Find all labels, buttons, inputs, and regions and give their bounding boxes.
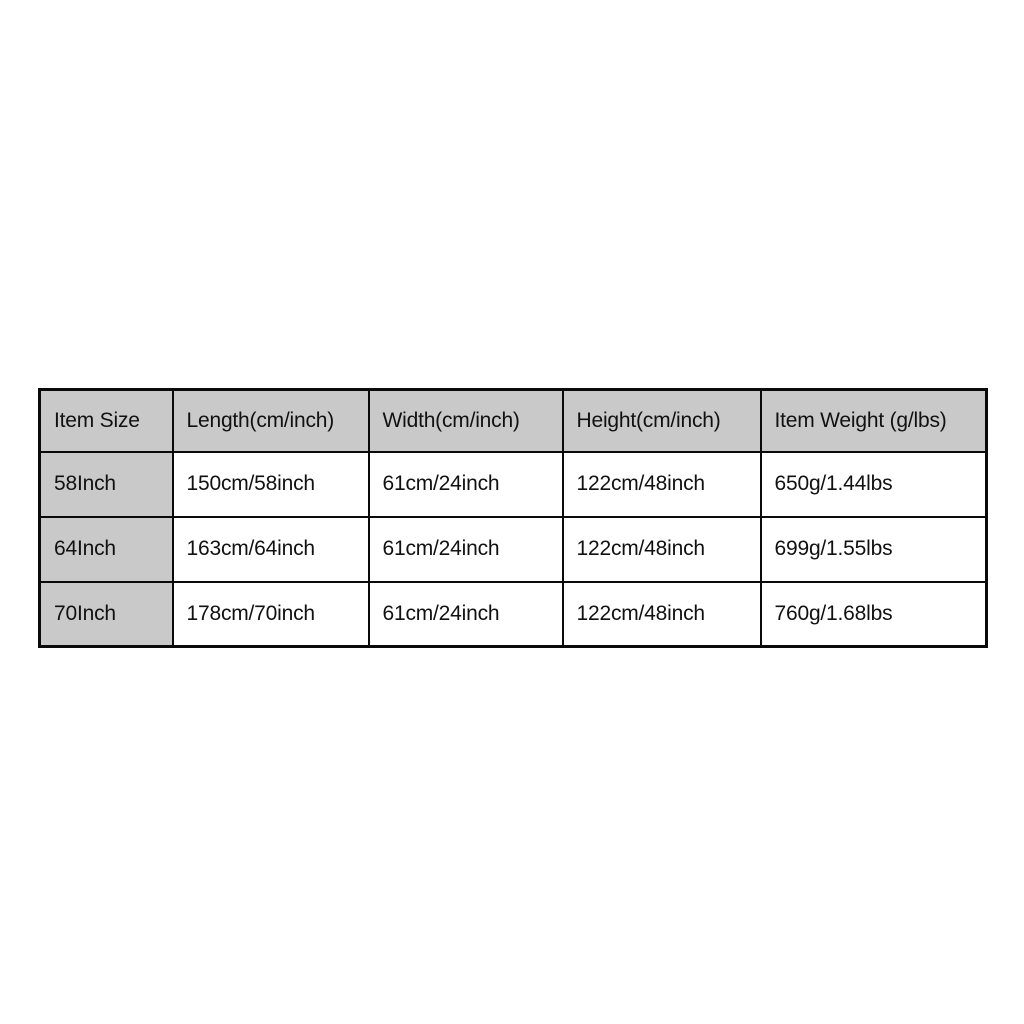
table-cell-length: 163cm/64inch [171,515,370,583]
row-label-cell: 64Inch [38,515,174,583]
table-cell-length: 150cm/58inch [171,450,370,518]
size-chart-body: 58Inch 150cm/58inch 61cm/24inch 122cm/48… [38,450,988,648]
table-cell-weight: 760g/1.68lbs [759,580,988,648]
table-cell-width: 61cm/24inch [367,515,564,583]
table-cell-height: 122cm/48inch [561,515,762,583]
table-row: 70Inch 178cm/70inch 61cm/24inch 122cm/48… [38,580,988,648]
table-cell-weight: 650g/1.44lbs [759,450,988,518]
table-cell-width: 61cm/24inch [367,450,564,518]
table-cell-weight: 699g/1.55lbs [759,515,988,583]
header-cell-item-size: Item Size [38,388,174,453]
header-cell-item-weight: Item Weight (g/lbs) [759,388,988,453]
size-chart-header: Item Size Length(cm/inch) Width(cm/inch)… [38,388,988,453]
size-chart-table: Item Size Length(cm/inch) Width(cm/inch)… [38,388,988,648]
table-row: 58Inch 150cm/58inch 61cm/24inch 122cm/48… [38,450,988,518]
table-cell-width: 61cm/24inch [367,580,564,648]
header-cell-length: Length(cm/inch) [171,388,370,453]
header-cell-width: Width(cm/inch) [367,388,564,453]
row-label-cell: 70Inch [38,580,174,648]
table-cell-height: 122cm/48inch [561,450,762,518]
header-cell-height: Height(cm/inch) [561,388,762,453]
table-cell-length: 178cm/70inch [171,580,370,648]
table-row: 64Inch 163cm/64inch 61cm/24inch 122cm/48… [38,515,988,583]
table-cell-height: 122cm/48inch [561,580,762,648]
row-label-cell: 58Inch [38,450,174,518]
size-chart: Item Size Length(cm/inch) Width(cm/inch)… [38,388,988,648]
header-row: Item Size Length(cm/inch) Width(cm/inch)… [38,388,988,453]
